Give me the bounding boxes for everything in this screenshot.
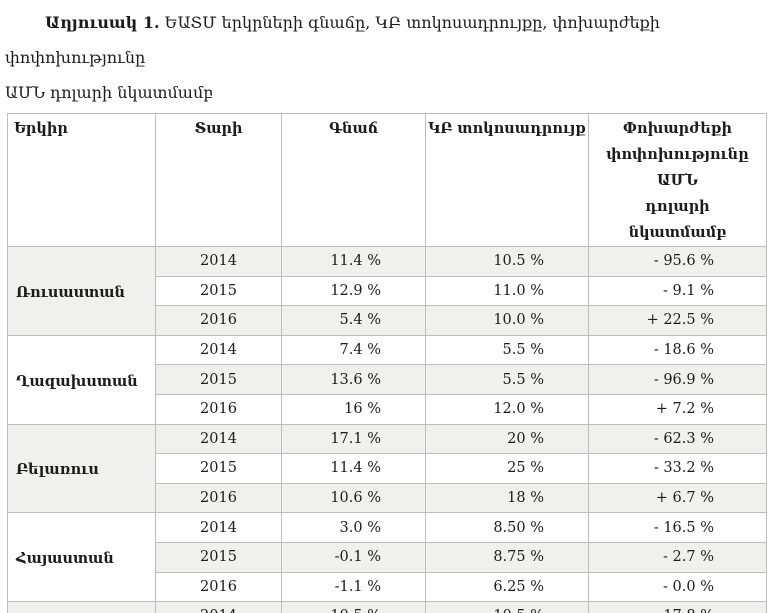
year-cell: 2016 <box>155 571 282 603</box>
year-cell: 2015 <box>155 453 282 484</box>
fx-change-cell: - 17.8 % <box>588 601 767 613</box>
inflation-cell: 10.6 % <box>281 482 426 514</box>
country-cell: Բելառուս <box>7 423 156 514</box>
table-row: Ղազախստան 2014 7.4 % 5.5 % - 18.6 % <box>7 334 767 425</box>
fx-change-cell: + 22.5 % <box>588 305 767 336</box>
fx-change-cell: - 18.6 % <box>588 334 767 366</box>
rate-cell: 10.5 % <box>425 601 589 613</box>
year-cell: 2016 <box>155 482 282 514</box>
country-cell: Հայաստան <box>7 512 156 603</box>
rate-cell: 5.5 % <box>425 364 589 395</box>
table-row: 2016 -1.1 % 6.25 % - 0.0 % <box>8 571 767 603</box>
year-cell: 2015 <box>155 275 282 307</box>
inflation-cell: 12.9 % <box>281 275 426 307</box>
inflation-cell: 5.4 % <box>281 305 426 336</box>
year-cell: 2014 <box>155 423 282 455</box>
table-caption-label: Աղյուսակ 1. <box>45 13 160 32</box>
inflation-cell: 11.4 % <box>281 246 426 277</box>
year-cell: 2014 <box>155 601 282 613</box>
rate-cell: 10.5 % <box>425 246 589 277</box>
rate-cell: 12.0 % <box>425 393 589 425</box>
col-header-cb-rate: ԿԲ տոկոսադրույք <box>425 113 589 247</box>
table-row: Ռուսաստան 2014 11.4 % 10.5 % - 95.6 % <box>7 246 767 336</box>
rate-cell: 8.50 % <box>425 512 589 543</box>
rate-cell: 5.5 % <box>425 334 589 366</box>
year-cell: 2015 <box>155 541 282 573</box>
fx-change-cell: + 6.7 % <box>588 482 767 514</box>
inflation-cell: 16 % <box>281 393 426 425</box>
fx-change-cell: - 95.6 % <box>588 246 767 277</box>
inflation-cell: -0.1 % <box>281 541 426 573</box>
inflation-cell: 3.0 % <box>281 512 426 543</box>
page-title: Աղյուսակ 1. ԵԱՏՄ երկրների գնաճը, ԿԲ տոկո… <box>5 5 764 110</box>
table-caption-text: ԵԱՏՄ երկրների գնաճը, ԿԲ տոկոսադրույքը, փ… <box>5 13 660 102</box>
rate-cell: 8.75 % <box>425 541 589 573</box>
col-header-inflation: Գնաճ <box>281 113 426 247</box>
year-cell: 2014 <box>155 246 282 277</box>
col-header-year: Տարի <box>155 113 282 247</box>
col-header-fx-change: Փոխարժեքի փոփոխությունը ԱՄՆ դոլարի նկատմ… <box>588 113 767 247</box>
year-cell: 2014 <box>155 334 282 366</box>
header-row: Երկիր Տարի Գնաճ ԿԲ տոկոսադրույք Փոխարժեք… <box>7 113 767 247</box>
table-row: 2016 10.6 % 18 % + 6.7 % <box>8 482 767 514</box>
inflation-cell: 17.1 % <box>281 423 426 455</box>
table-row: 2015 -0.1 % 8.75 % - 2.7 % <box>8 541 767 573</box>
rate-cell: 18 % <box>425 482 589 514</box>
rate-cell: 6.25 % <box>425 571 589 603</box>
fx-change-cell: - 62.3 % <box>588 423 767 455</box>
table-row: 2016 5.4 % 10.0 % + 22.5 % <box>8 305 767 336</box>
year-cell: 2015 <box>155 364 282 395</box>
rate-cell: 25 % <box>425 453 589 484</box>
fx-change-cell: - 33.2 % <box>588 453 767 484</box>
fx-change-cell: - 16.5 % <box>588 512 767 543</box>
table-row: Ղրղզստան 2014 10.5 % 10.5 % - 17.8 % <box>7 601 767 613</box>
country-cell: Ղրղզստան <box>7 601 156 613</box>
rate-cell: 11.0 % <box>425 275 589 307</box>
table-row: Բելառուս 2014 17.1 % 20 % - 62.3 % <box>7 423 767 514</box>
fx-change-cell: - 9.1 % <box>588 275 767 307</box>
rate-cell: 20 % <box>425 423 589 455</box>
country-cell: Ղազախստան <box>7 334 156 425</box>
country-cell: Ռուսաստան <box>7 246 156 336</box>
inflation-cell: -1.1 % <box>281 571 426 603</box>
fx-change-cell: - 0.0 % <box>588 571 767 603</box>
inflation-cell: 10.5 % <box>281 601 426 613</box>
inflation-cell: 13.6 % <box>281 364 426 395</box>
year-cell: 2014 <box>155 512 282 543</box>
year-cell: 2016 <box>155 393 282 425</box>
inflation-cell: 7.4 % <box>281 334 426 366</box>
fx-change-cell: - 2.7 % <box>588 541 767 573</box>
fx-change-cell: + 7.2 % <box>588 393 767 425</box>
inflation-cell: 11.4 % <box>281 453 426 484</box>
fx-change-cell: - 96.9 % <box>588 364 767 395</box>
table-row: Հայաստան 2014 3.0 % 8.50 % - 16.5 % <box>7 512 767 603</box>
year-cell: 2016 <box>155 305 282 336</box>
rate-cell: 10.0 % <box>425 305 589 336</box>
eaeu-indicators-table: Երկիր Տարի Գնաճ ԿԲ տոկոսադրույք Փոխարժեք… <box>7 113 767 613</box>
col-header-country: Երկիր <box>7 113 156 247</box>
table-row: 2015 13.6 % 5.5 % - 96.9 % <box>8 364 767 395</box>
